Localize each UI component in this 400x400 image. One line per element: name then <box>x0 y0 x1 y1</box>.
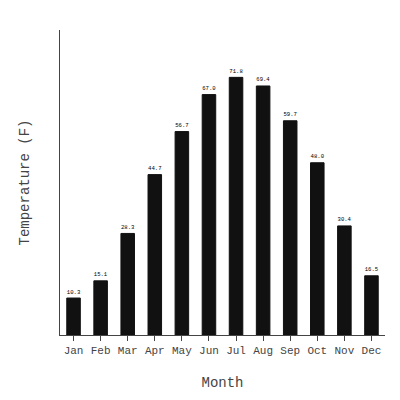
svg-text:Feb: Feb <box>91 345 111 357</box>
svg-text:30.4: 30.4 <box>338 216 352 223</box>
svg-text:Dec: Dec <box>362 345 382 357</box>
svg-text:Apr: Apr <box>145 345 165 357</box>
svg-text:15.1: 15.1 <box>94 271 108 278</box>
svg-text:Sep: Sep <box>280 345 300 357</box>
svg-text:69.4: 69.4 <box>256 76 270 83</box>
svg-text:56.7: 56.7 <box>175 122 189 129</box>
svg-text:Jun: Jun <box>199 345 219 357</box>
svg-text:71.8: 71.8 <box>229 68 243 75</box>
svg-text:67.0: 67.0 <box>202 85 216 92</box>
svg-text:Oct: Oct <box>307 345 327 357</box>
svg-text:Jul: Jul <box>226 345 246 357</box>
svg-text:44.7: 44.7 <box>148 165 162 172</box>
svg-text:Jan: Jan <box>64 345 84 357</box>
svg-text:28.3: 28.3 <box>121 224 135 231</box>
svg-text:Aug: Aug <box>253 345 273 357</box>
svg-text:59.7: 59.7 <box>283 111 297 118</box>
svg-text:Mar: Mar <box>118 345 138 357</box>
svg-text:May: May <box>172 345 192 357</box>
svg-text:Temperature (F): Temperature (F) <box>17 119 33 245</box>
svg-text:Nov: Nov <box>334 345 354 357</box>
svg-text:48.0: 48.0 <box>311 153 325 160</box>
svg-text:16.5: 16.5 <box>365 266 379 273</box>
svg-text:Month: Month <box>201 375 243 391</box>
svg-text:10.3: 10.3 <box>67 289 81 296</box>
